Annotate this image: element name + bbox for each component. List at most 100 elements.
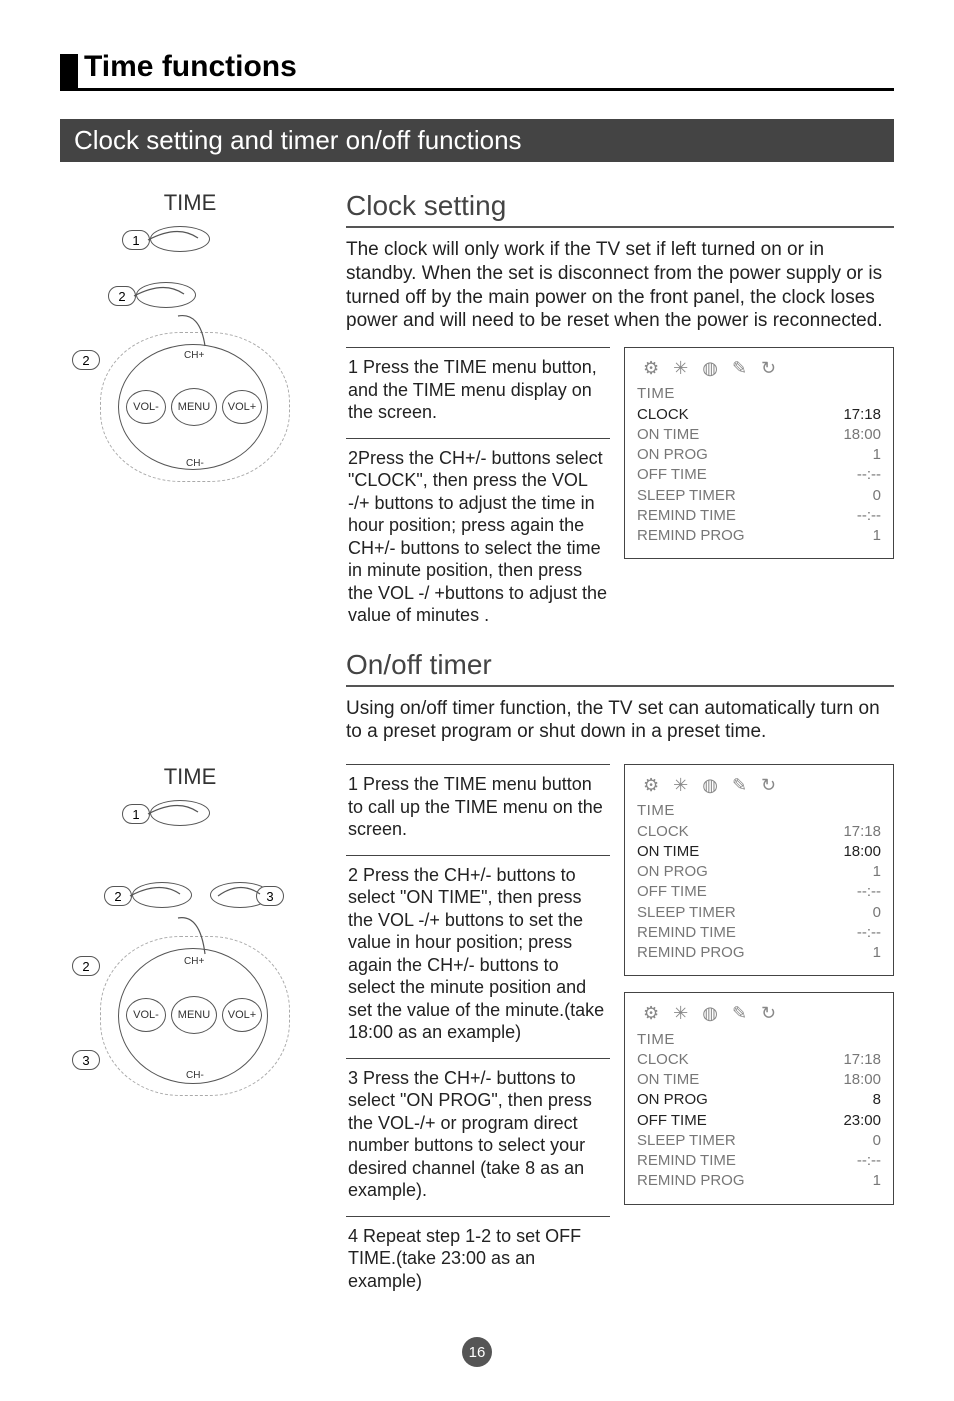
menu-row-label: REMIND PROG (637, 943, 745, 963)
menu-row-value: 1 (873, 943, 881, 963)
menu-row: CLOCK17:18 (637, 405, 881, 425)
timer-menu-box-1: ⚙ ✳ ◍ ✎ ↻ TIME CLOCK17:18ON TIME18:00ON … (624, 764, 894, 976)
menu-row: ON TIME 18:00 (637, 1070, 881, 1090)
menu-row-label: ON TIME (637, 425, 699, 445)
refresh-icon: ↻ (761, 356, 776, 380)
clock-intro: The clock will only work if the TV set i… (346, 238, 894, 333)
timer-heading: On/off timer (346, 649, 894, 687)
menu-row-label: ON PROG (637, 862, 708, 882)
menu-row-value: 1 (873, 1171, 881, 1191)
menu-row: OFF TIME23:00 (637, 1111, 881, 1131)
menu-row-label: OFF TIME (637, 465, 707, 485)
menu-row-label: ON TIME (637, 1070, 699, 1090)
menu-row-label: REMIND TIME (637, 923, 736, 943)
timer-steps: 1 Press the TIME menu button to call up … (346, 764, 610, 1300)
menu-row: SLEEP TIMER0 (637, 1131, 881, 1151)
clock-right-col: Clock setting The clock will only work i… (346, 190, 894, 758)
remote-diagram-2: 1 2 3 2 3 VOL- MENU VOL+ CH+ CH- (60, 796, 300, 1136)
clock-steps: 1 Press the TIME menu button, and the TI… (346, 347, 610, 635)
heading-text: Time functions (84, 50, 297, 84)
r2-ch-minus: CH- (186, 1070, 204, 1081)
menu-row: ON PROG1 (637, 445, 881, 465)
settings-icon: ⚙ (643, 1001, 659, 1025)
timer-right-col: 1 Press the TIME menu button to call up … (346, 764, 894, 1300)
timer-step-2: 2 Press the CH+/- buttons to select "ON … (346, 855, 610, 1052)
menu-icons-row: ⚙ ✳ ◍ ✎ ↻ (637, 356, 881, 380)
timer-intro: Using on/off timer function, the TV set … (346, 697, 894, 745)
menu-row-value: 0 (873, 486, 881, 506)
remote-ch-minus: CH- (186, 458, 204, 469)
menu-row-label: REMIND PROG (637, 1171, 745, 1191)
remote-2-title: TIME (60, 764, 320, 790)
r2-callout-2b: 2 (72, 956, 100, 976)
remote-diagram-2-col: TIME 1 2 3 2 3 VOL- MENU VOL+ CH+ CH- (60, 764, 320, 1300)
refresh-icon: ↻ (761, 773, 776, 797)
r2-pointer-ch (170, 914, 230, 964)
menu-row-value: 0 (873, 1131, 881, 1151)
remote-1-title: TIME (60, 190, 320, 216)
r2-pointer-1 (138, 798, 218, 838)
remote-vol-plus: VOL+ (222, 390, 262, 424)
r2-callout-3b: 3 (72, 1050, 100, 1070)
clock-section-row: TIME 1 2 2 VOL- MENU VOL+ CH+ CH- Clock (60, 190, 894, 758)
heading-marker (60, 54, 78, 88)
page-number: 16 (462, 1337, 492, 1367)
menu-row: OFF TIME--:-- (637, 465, 881, 485)
timer-menu2-title: TIME (637, 1030, 881, 1050)
timer-menu-box-2: ⚙ ✳ ◍ ✎ ↻ TIME CLOCK17:18ON TIME18:00ON … (624, 992, 894, 1204)
menu-row: ON TIME 18:00 (637, 425, 881, 445)
menu-icons-row-3: ⚙ ✳ ◍ ✎ ↻ (637, 1001, 881, 1025)
sparkle-icon: ✳ (673, 1001, 688, 1025)
menu-row-label: CLOCK (637, 822, 689, 842)
timer-step-1: 1 Press the TIME menu button to call up … (346, 764, 610, 849)
edit-icon: ✎ (732, 356, 747, 380)
timer-steps-wrap: 1 Press the TIME menu button to call up … (346, 764, 894, 1300)
menu-icons-row-2: ⚙ ✳ ◍ ✎ ↻ (637, 773, 881, 797)
menu-row: ON PROG8 (637, 1090, 881, 1110)
globe-icon: ◍ (702, 773, 718, 797)
menu-row: REMIND PROG 1 (637, 526, 881, 546)
timer-menu1-title: TIME (637, 801, 881, 821)
refresh-icon: ↻ (761, 1001, 776, 1025)
menu-row: OFF TIME --:-- (637, 882, 881, 902)
callout-2b: 2 (72, 350, 100, 370)
menu-row: REMIND TIME--:-- (637, 506, 881, 526)
menu-row-value: 18:00 (843, 1070, 881, 1090)
menu-row-label: SLEEP TIMER (637, 903, 736, 923)
menu-row-label: REMIND PROG (637, 526, 745, 546)
clock-step-2: 2Press the CH+/- buttons select "CLOCK",… (346, 438, 610, 635)
menu-row-value: 8 (873, 1090, 881, 1110)
menu-row-label: REMIND TIME (637, 1151, 736, 1171)
menu-row-label: SLEEP TIMER (637, 486, 736, 506)
menu-row-value: 18:00 (843, 425, 881, 445)
menu-row-value: 17:18 (843, 1050, 881, 1070)
remote-menu: MENU (171, 388, 217, 426)
menu-row-value: 18:00 (843, 842, 881, 862)
menu-row: REMIND TIME --:-- (637, 923, 881, 943)
menu-row-value: 1 (873, 526, 881, 546)
pointer-line-1 (138, 224, 218, 264)
menu-row: ON TIME 18:00 (637, 842, 881, 862)
pointer-line-ch (170, 312, 230, 357)
menu-row-value: 1 (873, 862, 881, 882)
sparkle-icon: ✳ (673, 356, 688, 380)
r2-vol-plus: VOL+ (222, 998, 262, 1032)
settings-icon: ⚙ (643, 356, 659, 380)
menu-row-label: OFF TIME (637, 1111, 707, 1131)
menu-row-value: --:-- (857, 882, 881, 902)
menu-row-label: ON TIME (637, 842, 699, 862)
timer-section-row: TIME 1 2 3 2 3 VOL- MENU VOL+ CH+ CH- (60, 764, 894, 1300)
menu-row-value: --:-- (857, 506, 881, 526)
menu-row-value: 0 (873, 903, 881, 923)
menu-row: SLEEP TIMER 0 (637, 903, 881, 923)
menu-row-value: --:-- (857, 923, 881, 943)
globe-icon: ◍ (702, 356, 718, 380)
clock-menu-box: ⚙ ✳ ◍ ✎ ↻ TIME CLOCK17:18ON TIME 18:00ON … (624, 347, 894, 559)
clock-menu-title: TIME (637, 384, 881, 404)
remote-diagram-1-col: TIME 1 2 2 VOL- MENU VOL+ CH+ CH- (60, 190, 320, 758)
menu-row: REMIND PROG 1 (637, 1171, 881, 1191)
clock-step-1: 1 Press the TIME menu button, and the TI… (346, 347, 610, 432)
timer-step-4: 4 Repeat step 1-2 to set OFF TIME.(take … (346, 1216, 610, 1301)
menu-row-label: OFF TIME (637, 882, 707, 902)
menu-row: REMIND PROG 1 (637, 943, 881, 963)
